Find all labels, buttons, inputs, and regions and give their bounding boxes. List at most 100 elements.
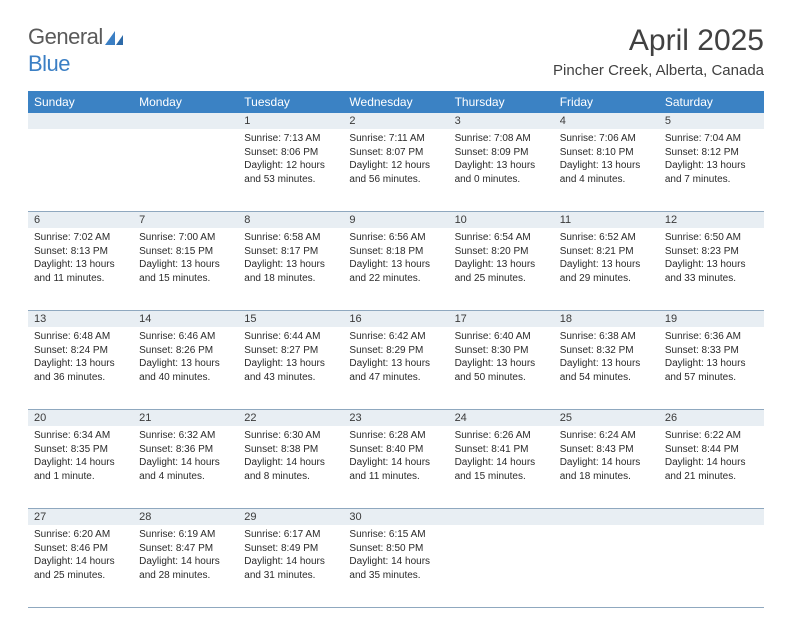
day-content: Sunrise: 7:02 AMSunset: 8:13 PMDaylight:… — [28, 228, 133, 291]
day-cell: Sunrise: 6:22 AMSunset: 8:44 PMDaylight:… — [659, 426, 764, 509]
daylight-line: Daylight: 13 hours and 40 minutes. — [139, 358, 220, 383]
title-block: April 2025 Pincher Creek, Alberta, Canad… — [553, 24, 764, 79]
header: GeneralBlue April 2025 Pincher Creek, Al… — [28, 24, 764, 79]
day-number-cell: 3 — [449, 113, 554, 129]
day-cell: Sunrise: 6:50 AMSunset: 8:23 PMDaylight:… — [659, 228, 764, 311]
week-row: Sunrise: 6:48 AMSunset: 8:24 PMDaylight:… — [28, 327, 764, 410]
sunset-line: Sunset: 8:32 PM — [560, 345, 634, 356]
daynum-row: 6789101112 — [28, 212, 764, 229]
daylight-line: Daylight: 14 hours and 8 minutes. — [244, 457, 325, 482]
day-cell: Sunrise: 6:15 AMSunset: 8:50 PMDaylight:… — [343, 525, 448, 608]
weekday-header: Monday — [133, 91, 238, 113]
sunrise-line: Sunrise: 6:58 AM — [244, 232, 320, 243]
sunset-line: Sunset: 8:35 PM — [34, 444, 108, 455]
daylight-line: Daylight: 13 hours and 0 minutes. — [455, 160, 536, 185]
day-number-cell — [133, 113, 238, 129]
sunrise-line: Sunrise: 7:04 AM — [665, 133, 741, 144]
day-number-cell: 7 — [133, 212, 238, 229]
day-cell — [659, 525, 764, 608]
week-row: Sunrise: 6:20 AMSunset: 8:46 PMDaylight:… — [28, 525, 764, 608]
day-cell: Sunrise: 6:20 AMSunset: 8:46 PMDaylight:… — [28, 525, 133, 608]
day-content: Sunrise: 6:22 AMSunset: 8:44 PMDaylight:… — [659, 426, 764, 489]
weekday-header: Tuesday — [238, 91, 343, 113]
day-content: Sunrise: 6:36 AMSunset: 8:33 PMDaylight:… — [659, 327, 764, 390]
week-row: Sunrise: 7:02 AMSunset: 8:13 PMDaylight:… — [28, 228, 764, 311]
sunset-line: Sunset: 8:50 PM — [349, 543, 423, 554]
sunrise-line: Sunrise: 7:11 AM — [349, 133, 424, 144]
day-content: Sunrise: 6:40 AMSunset: 8:30 PMDaylight:… — [449, 327, 554, 390]
daylight-line: Daylight: 12 hours and 53 minutes. — [244, 160, 325, 185]
day-number-cell: 2 — [343, 113, 448, 129]
sunset-line: Sunset: 8:18 PM — [349, 246, 423, 257]
sunrise-line: Sunrise: 6:42 AM — [349, 331, 425, 342]
sunset-line: Sunset: 8:24 PM — [34, 345, 108, 356]
daynum-row: 20212223242526 — [28, 410, 764, 427]
day-number-cell: 5 — [659, 113, 764, 129]
day-content: Sunrise: 7:06 AMSunset: 8:10 PMDaylight:… — [554, 129, 659, 192]
day-content: Sunrise: 7:08 AMSunset: 8:09 PMDaylight:… — [449, 129, 554, 192]
daynum-row: 12345 — [28, 113, 764, 129]
day-content: Sunrise: 6:38 AMSunset: 8:32 PMDaylight:… — [554, 327, 659, 390]
week-row: Sunrise: 6:34 AMSunset: 8:35 PMDaylight:… — [28, 426, 764, 509]
daylight-line: Daylight: 14 hours and 18 minutes. — [560, 457, 641, 482]
sunset-line: Sunset: 8:09 PM — [455, 147, 529, 158]
day-cell: Sunrise: 7:13 AMSunset: 8:06 PMDaylight:… — [238, 129, 343, 212]
sunset-line: Sunset: 8:47 PM — [139, 543, 213, 554]
weekday-header: Sunday — [28, 91, 133, 113]
sunrise-line: Sunrise: 6:24 AM — [560, 430, 636, 441]
sunset-line: Sunset: 8:40 PM — [349, 444, 423, 455]
weekday-header: Saturday — [659, 91, 764, 113]
weekday-header-row: SundayMondayTuesdayWednesdayThursdayFrid… — [28, 91, 764, 113]
sunset-line: Sunset: 8:38 PM — [244, 444, 318, 455]
day-number-cell: 13 — [28, 311, 133, 328]
sunrise-line: Sunrise: 6:36 AM — [665, 331, 741, 342]
daylight-line: Daylight: 13 hours and 4 minutes. — [560, 160, 641, 185]
day-content: Sunrise: 6:44 AMSunset: 8:27 PMDaylight:… — [238, 327, 343, 390]
sunset-line: Sunset: 8:10 PM — [560, 147, 634, 158]
weekday-header: Thursday — [449, 91, 554, 113]
day-number-cell: 26 — [659, 410, 764, 427]
sunset-line: Sunset: 8:17 PM — [244, 246, 318, 257]
day-content: Sunrise: 6:15 AMSunset: 8:50 PMDaylight:… — [343, 525, 448, 588]
sunset-line: Sunset: 8:29 PM — [349, 345, 423, 356]
sunset-line: Sunset: 8:23 PM — [665, 246, 739, 257]
sunrise-line: Sunrise: 7:02 AM — [34, 232, 110, 243]
day-number-cell: 15 — [238, 311, 343, 328]
day-cell: Sunrise: 7:00 AMSunset: 8:15 PMDaylight:… — [133, 228, 238, 311]
day-content: Sunrise: 7:00 AMSunset: 8:15 PMDaylight:… — [133, 228, 238, 291]
day-cell — [554, 525, 659, 608]
day-number-cell — [449, 509, 554, 526]
sunset-line: Sunset: 8:49 PM — [244, 543, 318, 554]
sunrise-line: Sunrise: 6:22 AM — [665, 430, 741, 441]
sunrise-line: Sunrise: 6:15 AM — [349, 529, 425, 540]
sunset-line: Sunset: 8:15 PM — [139, 246, 213, 257]
daylight-line: Daylight: 13 hours and 7 minutes. — [665, 160, 746, 185]
sunset-line: Sunset: 8:46 PM — [34, 543, 108, 554]
day-content: Sunrise: 7:11 AMSunset: 8:07 PMDaylight:… — [343, 129, 448, 192]
day-cell: Sunrise: 7:06 AMSunset: 8:10 PMDaylight:… — [554, 129, 659, 212]
sunset-line: Sunset: 8:44 PM — [665, 444, 739, 455]
day-number-cell — [554, 509, 659, 526]
sunrise-line: Sunrise: 6:52 AM — [560, 232, 636, 243]
day-content: Sunrise: 6:34 AMSunset: 8:35 PMDaylight:… — [28, 426, 133, 489]
sunrise-line: Sunrise: 6:20 AM — [34, 529, 110, 540]
day-cell: Sunrise: 6:19 AMSunset: 8:47 PMDaylight:… — [133, 525, 238, 608]
day-cell: Sunrise: 7:08 AMSunset: 8:09 PMDaylight:… — [449, 129, 554, 212]
day-content: Sunrise: 6:19 AMSunset: 8:47 PMDaylight:… — [133, 525, 238, 588]
day-content: Sunrise: 6:50 AMSunset: 8:23 PMDaylight:… — [659, 228, 764, 291]
daylight-line: Daylight: 13 hours and 18 minutes. — [244, 259, 325, 284]
day-content: Sunrise: 6:32 AMSunset: 8:36 PMDaylight:… — [133, 426, 238, 489]
day-content: Sunrise: 6:26 AMSunset: 8:41 PMDaylight:… — [449, 426, 554, 489]
day-number-cell: 11 — [554, 212, 659, 229]
day-cell: Sunrise: 6:28 AMSunset: 8:40 PMDaylight:… — [343, 426, 448, 509]
day-content: Sunrise: 6:42 AMSunset: 8:29 PMDaylight:… — [343, 327, 448, 390]
day-cell — [133, 129, 238, 212]
day-number-cell: 28 — [133, 509, 238, 526]
day-cell: Sunrise: 6:44 AMSunset: 8:27 PMDaylight:… — [238, 327, 343, 410]
brand-logo: GeneralBlue — [28, 24, 125, 77]
day-number-cell: 12 — [659, 212, 764, 229]
daylight-line: Daylight: 13 hours and 29 minutes. — [560, 259, 641, 284]
day-cell: Sunrise: 6:17 AMSunset: 8:49 PMDaylight:… — [238, 525, 343, 608]
day-cell: Sunrise: 6:42 AMSunset: 8:29 PMDaylight:… — [343, 327, 448, 410]
brand-text: GeneralBlue — [28, 24, 125, 77]
